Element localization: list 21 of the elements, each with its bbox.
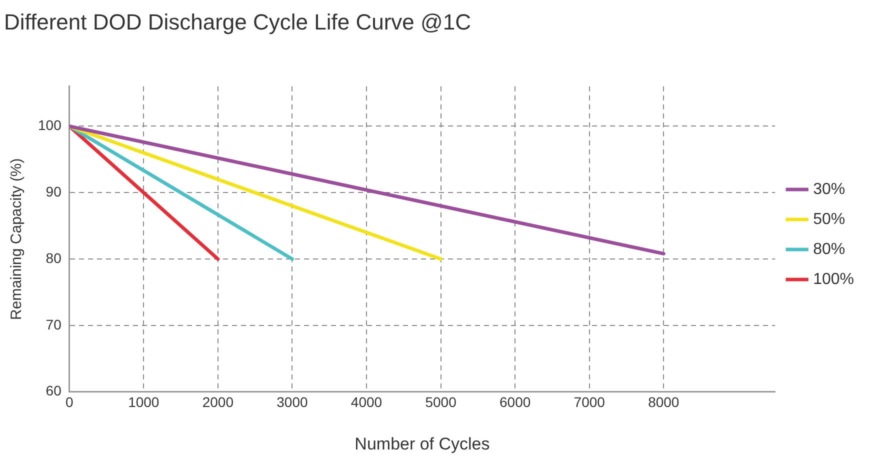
x-axis-title: Number of Cycles (354, 434, 490, 454)
y-tick-label: 100 (38, 117, 62, 134)
y-tick-label: 60 (46, 382, 62, 399)
legend-label: 50% (813, 210, 846, 228)
x-tick-label: 1000 (128, 394, 160, 410)
legend-label: 100% (813, 270, 854, 288)
legend-label: 80% (813, 240, 846, 258)
x-tick-label: 3000 (276, 394, 308, 410)
x-tick-label: 7000 (574, 394, 606, 410)
y-axis-title: Remaining Capacity (%) (8, 158, 26, 320)
x-tick-label: 2000 (202, 394, 234, 410)
x-tick-label: 6000 (500, 394, 531, 410)
legend-label: 30% (813, 180, 846, 198)
x-tick-label: 8000 (648, 394, 680, 410)
x-tick-label: 5000 (425, 394, 457, 410)
y-tick-label: 90 (46, 183, 62, 200)
y-tick-label: 70 (46, 316, 62, 332)
chart-title: Different DOD Discharge Cycle Life Curve @1C (4, 9, 472, 34)
x-tick-label: 4000 (350, 394, 382, 410)
y-tick-label: 80 (46, 250, 62, 266)
x-tick-label: 0 (65, 394, 74, 410)
